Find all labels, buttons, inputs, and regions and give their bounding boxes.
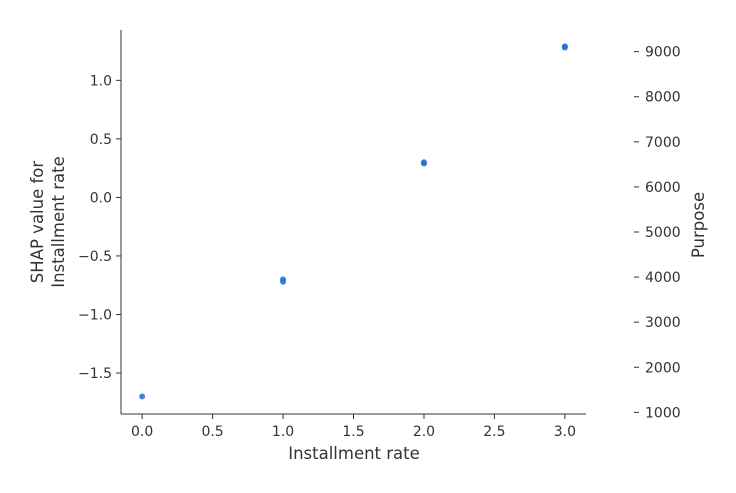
x-tick-label: 0.5 [201, 424, 223, 440]
x-axis-title: Installment rate [288, 444, 420, 463]
plot-area [139, 43, 568, 400]
data-point [420, 159, 427, 166]
color-tick-label: 8000 [645, 90, 681, 106]
y-tick-label: 0.5 [90, 132, 112, 148]
y-axis-title: SHAP value for Installment rate [28, 156, 68, 288]
x-tick-label: 1.5 [342, 424, 364, 440]
y-tick-label: −0.5 [78, 249, 112, 265]
y-axis-title-line-2: Installment rate [49, 156, 68, 288]
data-point [561, 44, 568, 51]
x-tick-label: 1.0 [272, 424, 294, 440]
color-axis-title: Purpose [689, 192, 708, 258]
y-tick-label: −1.0 [78, 307, 112, 323]
y-axis-title-line-1: SHAP value for [28, 161, 47, 284]
y-tick-label: −1.5 [78, 366, 112, 382]
color-tick-label: 7000 [645, 135, 681, 151]
data-point [139, 393, 146, 400]
x-tick-label: 2.0 [413, 424, 435, 440]
y-tick-label: 0.0 [90, 190, 112, 206]
color-tick-label: 4000 [645, 270, 681, 286]
color-tick-label: 5000 [645, 225, 681, 241]
color-tick-label: 3000 [645, 315, 681, 331]
x-axis: 0.0 0.5 1.0 1.5 2.0 2.5 3.0 [121, 413, 586, 440]
x-tick-label: 2.5 [483, 424, 505, 440]
data-point [280, 278, 287, 285]
color-tick-label: 6000 [645, 180, 681, 196]
color-tick-label: 1000 [645, 405, 681, 421]
color-axis: 1000 2000 3000 4000 5000 6000 7000 8000 9000 [634, 45, 681, 421]
x-tick-label: 3.0 [554, 424, 576, 440]
color-tick-label: 2000 [645, 360, 681, 376]
y-tick-label: 1.0 [90, 73, 112, 89]
color-tick-label: 9000 [645, 45, 681, 61]
x-tick-label: 0.0 [131, 424, 153, 440]
y-axis: −1.5 −1.0 −0.5 0.0 0.5 1.0 [78, 30, 122, 414]
